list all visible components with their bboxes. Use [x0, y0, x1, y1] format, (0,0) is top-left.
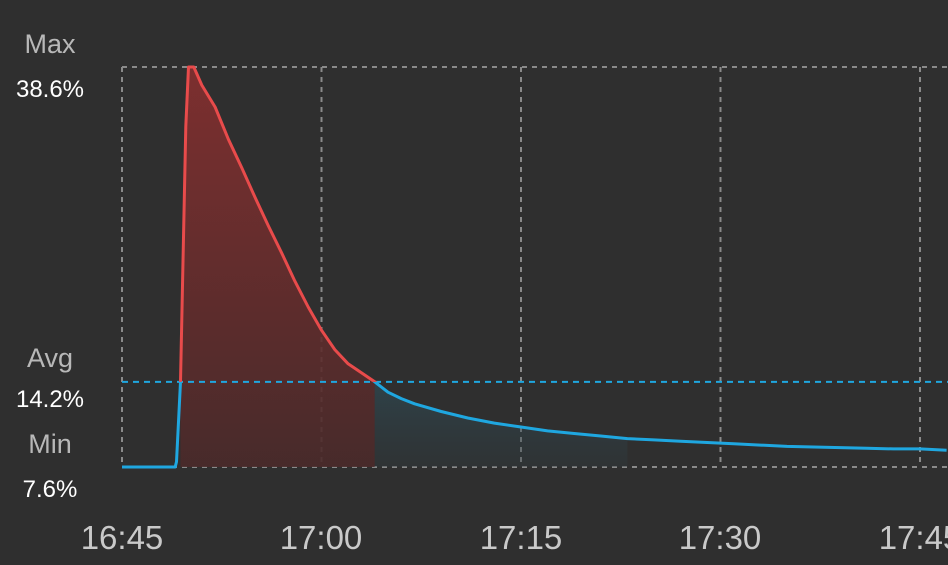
max-value: 38.6% [16, 76, 84, 103]
x-tick-label: 17:15 [480, 519, 563, 556]
x-axis-ticks: 16:45 17:00 17:15 17:30 17:45 [81, 519, 948, 556]
above-avg-fill [180, 67, 375, 467]
min-value: 7.6% [23, 476, 78, 503]
max-label: Max [24, 29, 76, 59]
series-line-above-avg [178, 65, 378, 382]
avg-value: 14.2% [16, 386, 84, 413]
x-tick-label: 17:00 [280, 519, 363, 556]
x-tick-label: 17:45 [879, 519, 948, 556]
series-line [122, 65, 947, 469]
avg-label: Avg [27, 343, 73, 373]
y-stat-labels: Max 38.6% Avg 14.2% Min 7.6% [16, 29, 84, 503]
area-fill [180, 67, 628, 467]
min-label: Min [28, 429, 72, 459]
x-tick-label: 17:30 [679, 519, 762, 556]
x-tick-label: 16:45 [81, 519, 164, 556]
series-line-below-avg [122, 381, 947, 469]
